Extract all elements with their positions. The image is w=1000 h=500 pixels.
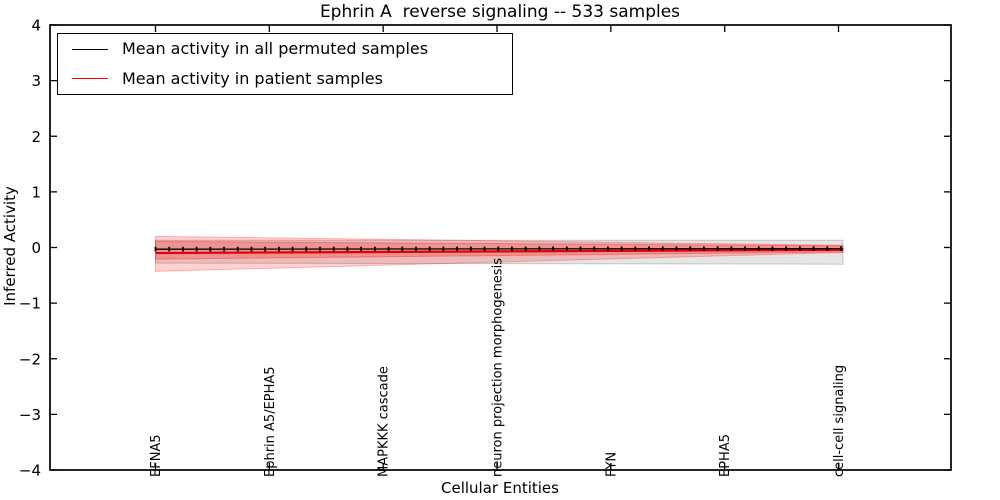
data-point-marker (182, 246, 184, 252)
data-point-marker (689, 246, 692, 252)
permuted-line-swatch (72, 48, 108, 50)
x-tick-label: FYN (604, 452, 619, 477)
data-point-marker (236, 246, 239, 252)
patient-line-swatch (72, 78, 108, 80)
data-point-marker (565, 246, 568, 252)
data-point-marker (812, 246, 815, 251)
data-point-marker (291, 246, 294, 252)
data-point-marker (826, 246, 829, 251)
data-point-marker (264, 246, 267, 252)
data-point-marker (730, 246, 733, 252)
data-point-marker (373, 246, 376, 252)
permuted-mean-line (155, 247, 844, 250)
patient-mean-line (155, 248, 844, 255)
data-point-marker (305, 246, 308, 252)
data-point-marker (579, 246, 582, 252)
x-tick-label: Ephrin A5/EPHA5 (263, 366, 278, 477)
data-point-marker (634, 246, 637, 252)
data-point-marker (428, 246, 431, 252)
data-point-marker (757, 246, 760, 251)
legend: Mean activity in all permuted samples Me… (57, 33, 513, 95)
data-point-marker (168, 246, 171, 252)
y-tick-label: −1 (19, 295, 41, 313)
data-point-marker (250, 246, 253, 252)
data-point-marker (456, 246, 459, 252)
data-point-marker (661, 246, 664, 252)
data-point-marker (511, 246, 513, 252)
x-tick-label: neuron projection morphogenesis (491, 258, 506, 477)
data-point-marker (675, 246, 678, 252)
y-tick-label: 3 (31, 72, 41, 90)
data-point-marker (497, 246, 500, 252)
legend-entry-permuted: Mean activity in all permuted samples (58, 35, 512, 64)
data-point-marker (401, 246, 404, 252)
data-point-marker (648, 246, 650, 252)
x-tick-label: EFNA5 (149, 434, 164, 477)
legend-label: Mean activity in patient samples (122, 68, 383, 88)
data-point-marker (277, 246, 280, 252)
data-point-marker (483, 246, 486, 252)
x-tick-label: cell-cell signaling (832, 365, 847, 477)
data-point-marker (346, 246, 349, 252)
y-tick-label: −2 (19, 350, 41, 368)
legend-entry-patient: Mean activity in patient samples (58, 64, 512, 93)
data-point-marker (552, 246, 554, 252)
data-point-marker (223, 246, 225, 252)
data-point-marker (387, 246, 390, 252)
data-point-marker (195, 246, 198, 252)
data-point-marker (744, 246, 746, 251)
x-tick-label: MAPKKK cascade (377, 366, 392, 477)
x-tick-label: EPHA5 (718, 434, 733, 477)
y-tick-label: −3 (19, 406, 41, 424)
patient-std-inner-band (155, 240, 844, 260)
data-point-marker (798, 246, 801, 251)
y-tick-label: 2 (31, 128, 41, 146)
y-tick-label: −4 (19, 462, 41, 480)
data-point-marker (771, 246, 774, 251)
data-point-marker (716, 246, 719, 252)
legend-label: Mean activity in all permuted samples (122, 39, 429, 59)
data-point-marker (703, 246, 705, 252)
data-point-marker (840, 246, 842, 251)
data-point-marker (469, 246, 472, 252)
data-point-marker (538, 246, 541, 252)
x-axis-label: Cellular Entities (441, 479, 559, 497)
data-point-marker (154, 246, 157, 252)
data-point-marker (209, 246, 212, 252)
data-point-marker (607, 246, 609, 252)
y-tick-label: 1 (31, 183, 41, 201)
data-point-marker (415, 246, 417, 252)
data-point-marker (524, 246, 527, 252)
chart-title: Ephrin A reverse signaling -- 533 sample… (319, 2, 681, 22)
data-point-marker (442, 246, 445, 252)
data-point-marker (319, 246, 321, 252)
y-axis-label: Inferred Activity (1, 186, 19, 306)
data-point-marker (593, 246, 596, 252)
y-tick-label: 4 (31, 17, 41, 35)
patient-std-outer-band (155, 235, 844, 272)
data-point-marker (620, 246, 623, 252)
data-point-marker (332, 246, 335, 252)
data-point-marker (785, 246, 788, 251)
data-point-marker (360, 246, 363, 252)
y-tick-label: 0 (31, 239, 41, 257)
